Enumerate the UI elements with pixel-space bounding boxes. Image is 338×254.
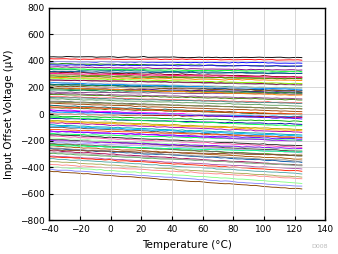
X-axis label: Temperature (°C): Temperature (°C) <box>142 240 232 250</box>
Text: D008: D008 <box>311 244 328 249</box>
Y-axis label: Input Offset Voltage (µV): Input Offset Voltage (µV) <box>4 49 14 179</box>
